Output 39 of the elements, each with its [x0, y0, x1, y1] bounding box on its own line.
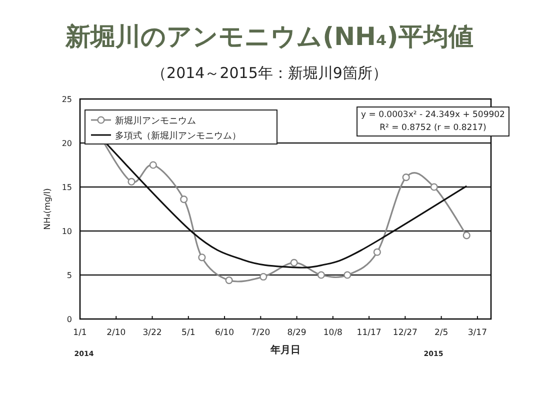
point: [198, 254, 206, 262]
point: [149, 161, 157, 169]
x-tick-label: 12/27: [392, 328, 418, 338]
x-tick-label: 3/22: [142, 328, 162, 338]
point: [317, 271, 325, 279]
y-axis-title: NH₄(mg/l): [43, 188, 53, 230]
point: [128, 178, 136, 186]
point: [462, 232, 470, 240]
x-tick-label: 6/10: [214, 328, 234, 338]
point: [180, 196, 188, 204]
annotation: R² = 0.8752 (r = 0.8217): [380, 123, 486, 133]
y-tick-label: 10: [62, 227, 72, 236]
point: [290, 258, 298, 266]
point: [373, 248, 381, 256]
x-tick-label: 2/10: [106, 328, 126, 338]
legend-label: 多項式（新堀川アンモニウム）: [115, 130, 241, 142]
chart-subtitle: （2014～2015年：新堀川9箇所）: [152, 64, 388, 82]
legend-label: 新堀川アンモニウム: [115, 116, 196, 126]
point: [402, 174, 410, 182]
x-axis-title: 年月日: [270, 344, 300, 356]
x-tick-label: 2/5: [434, 328, 448, 338]
x-tick-label: 7/20: [251, 328, 270, 338]
y-tick-label: 20: [62, 139, 72, 148]
point: [430, 183, 438, 191]
y-tick-label: 15: [62, 183, 72, 192]
x-tick-label: 1/1: [73, 328, 87, 338]
y-tick-label: 5: [66, 271, 72, 280]
point: [225, 276, 233, 284]
x-tick-label: 11/17: [356, 328, 382, 338]
x-tick-label: 5/1: [182, 328, 196, 338]
x-tick-label: 3/17: [468, 328, 487, 338]
y-tick-label: 25: [62, 95, 72, 104]
point: [260, 272, 268, 281]
x-tick-label: 10/8: [323, 328, 342, 338]
chart-title: 新堀川のアンモニウム(NH₄)平均値: [64, 22, 474, 51]
annotation: y = 0.0003x² - 24.349x + 509902: [361, 110, 505, 120]
point: [344, 271, 352, 279]
x-tick-label: 8/29: [287, 328, 306, 338]
y-tick-label: 0: [66, 315, 72, 324]
